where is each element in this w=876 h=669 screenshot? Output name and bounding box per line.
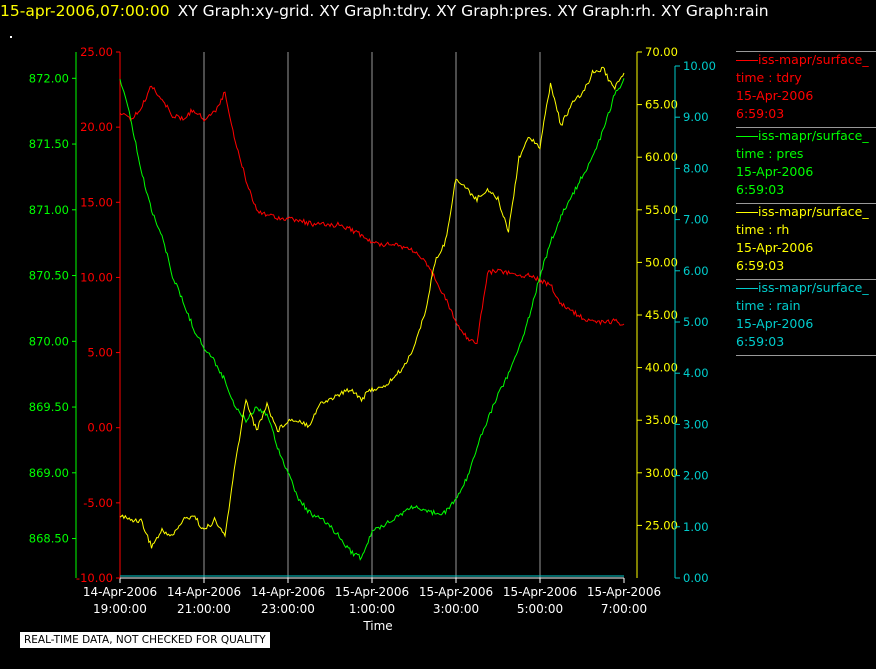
legend-swatch xyxy=(736,288,758,289)
pres-tick-label: 869.50 xyxy=(29,400,69,414)
legend-divider xyxy=(736,127,876,128)
legend-entry-tdry: iss-mapr/surface_time : tdry 15-Apr-2006 6… xyxy=(736,51,876,127)
legend-source-text: iss-mapr/surface_ xyxy=(758,52,869,67)
x-tick-label: 7:00:00 xyxy=(601,602,647,616)
legend-divider xyxy=(736,203,876,204)
legend-source: iss-mapr/surface_ xyxy=(736,51,876,69)
rain-tick-label: 5.00 xyxy=(683,315,709,329)
x-tick-label: 21:00:00 xyxy=(177,602,231,616)
tdry-tick-label: -5.00 xyxy=(83,496,113,510)
legend-date: 15-Apr-2006 xyxy=(736,88,814,103)
pres-tick-label: 870.50 xyxy=(29,269,69,283)
x-tick-label: 15-Apr-2006 xyxy=(419,585,493,599)
tdry-tick-label: 0.00 xyxy=(87,421,113,435)
rh-tick-label: 25.00 xyxy=(645,518,678,532)
tdry-tick-label: 25.00 xyxy=(80,45,113,59)
legend-swatch xyxy=(736,60,758,61)
rain-tick-label: 8.00 xyxy=(683,161,709,175)
legend-time: 6:59:03 xyxy=(736,106,785,121)
legend-time: 6:59:03 xyxy=(736,182,785,197)
header-graph-list: XY Graph:xy-grid. XY Graph:tdry. XY Grap… xyxy=(177,2,769,20)
legend-swatch xyxy=(736,212,758,213)
x-tick-label: 14-Apr-2006 xyxy=(251,585,325,599)
pres-tick-label: 870.00 xyxy=(29,334,69,348)
legend-source: iss-mapr/surface_ xyxy=(736,127,876,145)
rain-tick-label: 3.00 xyxy=(683,417,709,431)
x-axis-label: Time xyxy=(362,619,392,633)
rain-tick-label: 0.00 xyxy=(683,571,709,585)
x-tick-label: 14-Apr-2006 xyxy=(83,585,157,599)
x-tick-label: 15-Apr-2006 xyxy=(587,585,661,599)
rh-tick-label: 55.00 xyxy=(645,203,678,217)
legend-date: 15-Apr-2006 xyxy=(736,164,814,179)
rh-series-line xyxy=(119,66,625,549)
x-tick-label: 15-Apr-2006 xyxy=(335,585,409,599)
rain-tick-label: 4.00 xyxy=(683,366,709,380)
legend-entry-rain: iss-mapr/surface_time : rain 15-Apr-2006 6… xyxy=(736,279,876,355)
rh-tick-label: 60.00 xyxy=(645,150,678,164)
tdry-tick-label: 20.00 xyxy=(80,120,113,134)
pres-tick-label: 871.50 xyxy=(29,137,69,151)
legend-divider xyxy=(736,279,876,280)
pres-tick-label: 871.00 xyxy=(29,203,69,217)
rh-tick-label: 45.00 xyxy=(645,308,678,322)
legend-time: 6:59:03 xyxy=(736,334,785,349)
window-title: 15-apr-2006,07:00:00 XY Graph:xy-grid. XY… xyxy=(0,2,769,20)
rh-tick-label: 70.00 xyxy=(645,45,678,59)
rh-tick-label: 65.00 xyxy=(645,98,678,112)
tdry-series-line xyxy=(119,85,625,345)
legend-label: time : rain xyxy=(736,298,801,313)
legend-date: 15-Apr-2006 xyxy=(736,240,814,255)
x-tick-label: 14-Apr-2006 xyxy=(167,585,241,599)
quality-disclaimer: REAL-TIME DATA, NOT CHECKED FOR QUALITY xyxy=(20,632,270,648)
pres-tick-label: 868.50 xyxy=(29,532,69,546)
rain-tick-label: 9.00 xyxy=(683,110,709,124)
rain-tick-label: 10.00 xyxy=(683,59,716,73)
rain-tick-label: 6.00 xyxy=(683,264,709,278)
legend-label: time : rh xyxy=(736,222,790,237)
legend-label: time : pres xyxy=(736,146,804,161)
pres-series-line xyxy=(119,78,625,561)
legend-swatch xyxy=(736,136,758,137)
corner-dot xyxy=(10,36,12,38)
rh-tick-label: 40.00 xyxy=(645,361,678,375)
legend-entry-pres: iss-mapr/surface_time : pres 15-Apr-2006 6… xyxy=(736,127,876,203)
rh-tick-label: 30.00 xyxy=(645,466,678,480)
x-tick-label: 15-Apr-2006 xyxy=(503,585,577,599)
tdry-tick-label: 5.00 xyxy=(87,346,113,360)
legend-entry-rh: iss-mapr/surface_time : rh 15-Apr-2006 6:5… xyxy=(736,203,876,279)
legend-source: iss-mapr/surface_ xyxy=(736,203,876,221)
legend-divider xyxy=(736,51,876,52)
x-tick-label: 23:00:00 xyxy=(261,602,315,616)
legend-label: time : tdry xyxy=(736,70,802,85)
x-tick-label: 3:00:00 xyxy=(433,602,479,616)
x-tick-label: 19:00:00 xyxy=(93,602,147,616)
x-tick-label: 1:00:00 xyxy=(349,602,395,616)
rain-tick-label: 7.00 xyxy=(683,213,709,227)
legend-source-text: iss-mapr/surface_ xyxy=(758,204,869,219)
rain-tick-label: 1.00 xyxy=(683,520,709,534)
rh-tick-label: 35.00 xyxy=(645,413,678,427)
tdry-tick-label: 15.00 xyxy=(80,195,113,209)
header-timestamp: 15-apr-2006,07:00:00 xyxy=(0,2,170,20)
legend-source-text: iss-mapr/surface_ xyxy=(758,128,869,143)
legend-source-text: iss-mapr/surface_ xyxy=(758,280,869,295)
pres-tick-label: 869.00 xyxy=(29,466,69,480)
tdry-tick-label: 10.00 xyxy=(80,270,113,284)
legend-source: iss-mapr/surface_ xyxy=(736,279,876,297)
x-tick-label: 5:00:00 xyxy=(517,602,563,616)
legend: iss-mapr/surface_ time : tdry 15-Apr-2006 6… xyxy=(736,51,876,356)
tdry-tick-label: -10.00 xyxy=(76,571,113,585)
legend-time: 6:59:03 xyxy=(736,258,785,273)
rain-tick-label: 2.00 xyxy=(683,469,709,483)
legend-date: 15-Apr-2006 xyxy=(736,316,814,331)
legend-divider xyxy=(736,355,876,356)
rh-tick-label: 50.00 xyxy=(645,255,678,269)
pres-tick-label: 872.00 xyxy=(29,71,69,85)
